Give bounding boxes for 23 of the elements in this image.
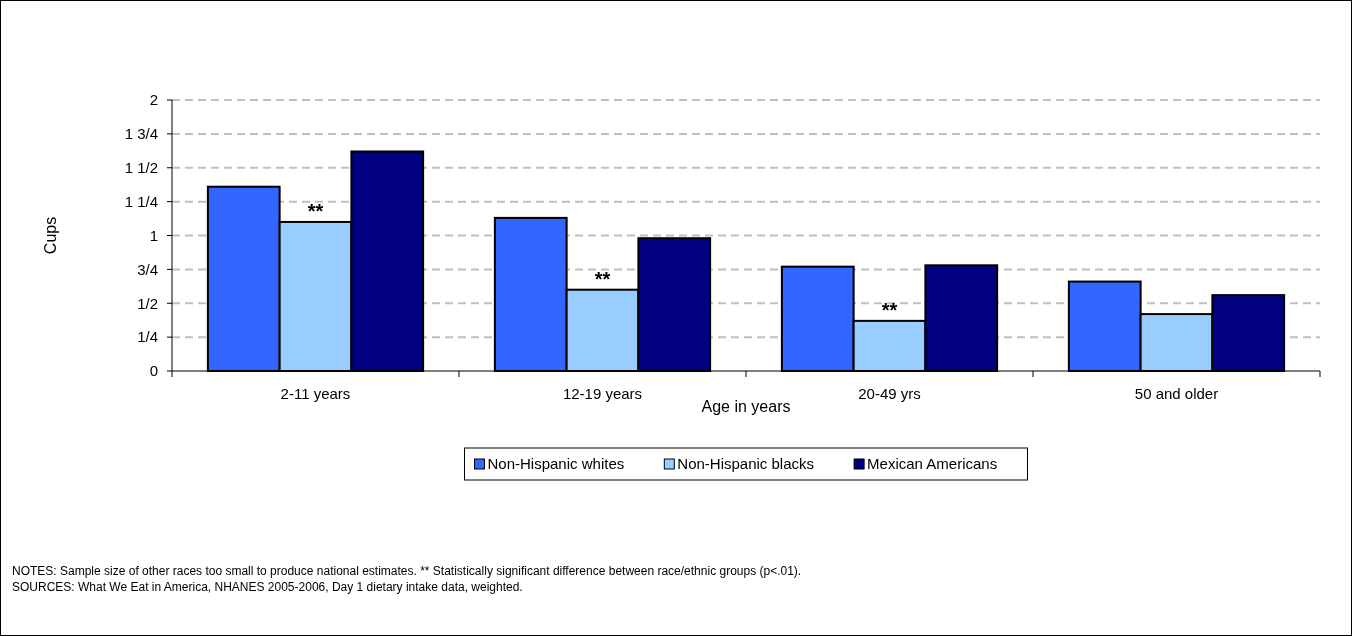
y-tick-label: 1 3/4 [124,125,158,143]
x-tick-label: 12-19 years [562,385,643,402]
y-tick-label: 3/4 [137,260,158,278]
y-tick-label: 1 1/4 [124,192,158,210]
x-axis-title: Age in years [701,398,791,415]
y-tick-label: 0 [149,362,158,380]
y-axis-title: Cups [42,216,59,255]
y-tick-label: 1 1/2 [124,159,158,176]
annotation: ** [881,298,898,321]
annotation: ** [594,267,611,290]
source-note: SOURCES: What We Eat in America, NHANES 2005-2006, Day 1 dietary intake data, weighted. [12,580,523,594]
text: NOTES: Sample size of other races too small to produce national estimates. ** Statistically significant difference between race/ethnic groups (p<.01). [12,564,802,578]
y-tick-label: 1/2 [137,294,158,312]
y-tick-label: 1 [149,226,158,244]
x-tick-label: 50 and older [1134,385,1219,402]
legend-label: Non-Hispanic whites [487,455,625,473]
annotation: ** [307,199,324,222]
legend-label: Non-Hispanic blacks [677,455,815,473]
y-tick-label: 1/4 [137,328,158,346]
x-tick-label: 2-11 years [280,385,351,402]
x-tick-label: 20-49 yrs [858,385,921,402]
legend-label: Mexican Americans [867,455,998,473]
y-tick-label: 2 [149,91,158,109]
